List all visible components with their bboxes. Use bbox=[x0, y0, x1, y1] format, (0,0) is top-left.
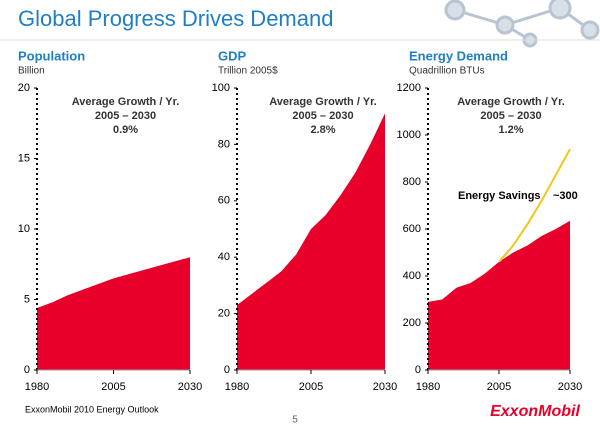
x-tick-label: 2005 bbox=[487, 381, 511, 393]
y-tick-label: 40 bbox=[218, 251, 230, 263]
y-tick-label: 600 bbox=[403, 223, 421, 235]
y-tick-label: 400 bbox=[403, 270, 421, 282]
chart-subtitle: Trillion 2005$ bbox=[218, 66, 278, 77]
chart-subtitle: Quadrillion BTUs bbox=[409, 66, 485, 77]
chart-title: Population bbox=[18, 48, 85, 63]
area bbox=[237, 113, 385, 370]
growth-note: 2005 – 2030 bbox=[292, 110, 353, 122]
growth-note: 0.9% bbox=[113, 124, 138, 136]
y-tick-label: 0 bbox=[415, 364, 421, 376]
y-tick-label: 100 bbox=[212, 82, 230, 94]
y-tick-label: 5 bbox=[24, 293, 30, 305]
x-tick-label: 2030 bbox=[558, 381, 582, 393]
y-tick-label: 1000 bbox=[397, 129, 421, 141]
growth-note: 2.8% bbox=[310, 124, 335, 136]
area bbox=[428, 220, 570, 370]
growth-note: 1.2% bbox=[498, 124, 523, 136]
y-tick-label: 200 bbox=[403, 317, 421, 329]
y-tick-label: 20 bbox=[18, 82, 30, 94]
series-line bbox=[498, 148, 571, 263]
y-tick-label: 800 bbox=[403, 176, 421, 188]
y-tick-label: 15 bbox=[18, 152, 30, 164]
x-tick-label: 1980 bbox=[225, 381, 249, 393]
x-tick-label: 2030 bbox=[178, 381, 202, 393]
x-tick-label: 2005 bbox=[101, 381, 125, 393]
growth-note: Average Growth / Yr. bbox=[72, 96, 180, 108]
y-tick-label: 10 bbox=[18, 223, 30, 235]
growth-note: Average Growth / Yr. bbox=[269, 96, 377, 108]
y-tick-label: 0 bbox=[224, 364, 230, 376]
x-tick-label: 2030 bbox=[373, 381, 397, 393]
growth-note: 2005 – 2030 bbox=[95, 110, 156, 122]
footer: ExxonMobil 2010 Energy Outlook bbox=[25, 404, 159, 414]
x-tick-label: 1980 bbox=[25, 381, 49, 393]
chart-subtitle: Billion bbox=[18, 66, 45, 77]
series-label: Energy Savings bbox=[458, 190, 541, 202]
y-tick-label: 20 bbox=[218, 308, 230, 320]
logo: ExxonMobil bbox=[490, 403, 580, 420]
y-tick-label: 80 bbox=[218, 138, 230, 150]
area bbox=[37, 257, 190, 370]
x-tick-label: 2005 bbox=[299, 381, 323, 393]
y-tick-label: 0 bbox=[24, 364, 30, 376]
page-number: 5 bbox=[292, 415, 298, 426]
y-tick-label: 60 bbox=[218, 195, 230, 207]
molecule-art bbox=[444, 0, 600, 48]
chart-title: GDP bbox=[218, 48, 247, 63]
slide-title: Global Progress Drives Demand bbox=[18, 6, 333, 31]
x-tick-label: 1980 bbox=[416, 381, 440, 393]
y-tick-label: 1200 bbox=[397, 82, 421, 94]
annotation: ~300 bbox=[553, 190, 578, 202]
growth-note: 2005 – 2030 bbox=[480, 110, 541, 122]
chart-title: Energy Demand bbox=[409, 48, 508, 63]
growth-note: Average Growth / Yr. bbox=[457, 96, 565, 108]
